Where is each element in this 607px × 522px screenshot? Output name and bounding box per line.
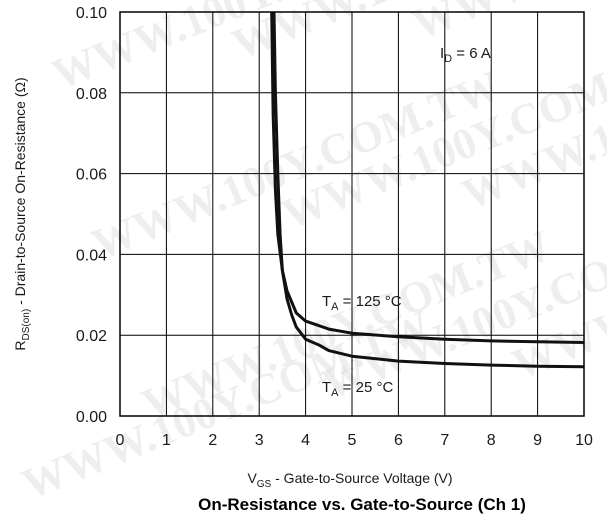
y-tick-label: 0.06 <box>76 167 107 184</box>
x-tick-label: 7 <box>440 432 449 449</box>
x-tick-label: 8 <box>487 432 496 449</box>
watermark-text: WWW.100Y.COM.TW <box>405 0 607 49</box>
x-tick-label: 1 <box>162 432 171 449</box>
x-tick-label: 2 <box>208 432 217 449</box>
y-tick-label: 0.02 <box>76 328 107 345</box>
annotation-25c-curve: TA = 25 °C <box>322 379 393 399</box>
y-tick-label: 0.08 <box>76 86 107 103</box>
x-tick-label: 5 <box>348 432 357 449</box>
series-layer <box>270 11 585 369</box>
x-tick-label: 3 <box>255 432 264 449</box>
x-tick-label: 0 <box>116 432 125 449</box>
x-tick-label: 10 <box>575 432 593 449</box>
series-line-ta-125c <box>270 11 585 344</box>
annotation-current: ID = 6 A <box>440 45 491 65</box>
y-tick-label: 0.00 <box>76 409 107 426</box>
annotation-125c-curve: TA = 125 °C <box>322 293 402 313</box>
y-axis-label: RDS(on) - Drain-to-Source On-Resistance … <box>12 77 32 350</box>
y-tick-label: 0.10 <box>76 5 107 22</box>
grid <box>120 12 584 416</box>
x-tick-label: 9 <box>533 432 542 449</box>
x-tick-label: 4 <box>301 432 310 449</box>
y-tick-labels: 0.00 0.02 0.04 0.06 0.08 0.10 <box>76 5 107 426</box>
y-tick-label: 0.04 <box>76 247 107 264</box>
x-tick-label: 6 <box>394 432 403 449</box>
x-axis-label: VGS - Gate-to-Source Voltage (V) <box>247 470 452 490</box>
chart-title: On-Resistance vs. Gate-to-Source (Ch 1) <box>198 495 526 514</box>
plot-frame <box>119 11 585 417</box>
series-line-ta-25c <box>272 11 585 369</box>
x-tick-labels: 0 1 2 3 4 5 6 7 8 9 10 <box>116 432 593 449</box>
